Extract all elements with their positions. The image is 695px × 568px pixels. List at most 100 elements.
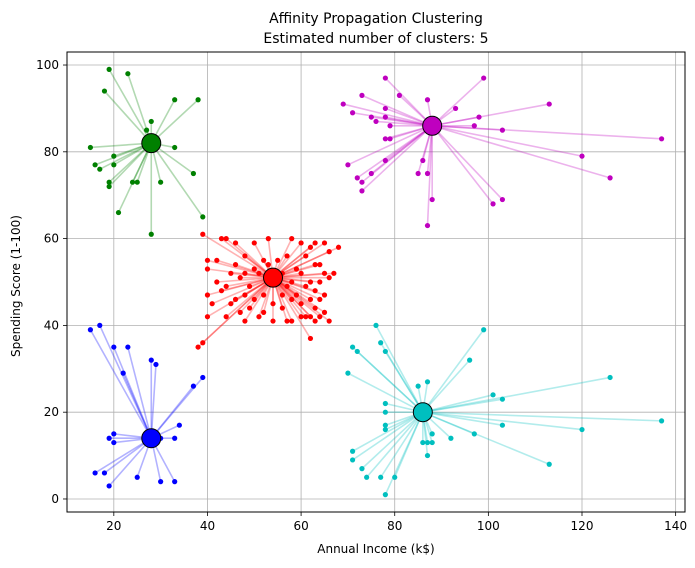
cluster-3-point xyxy=(303,314,309,320)
cluster-5-link xyxy=(393,411,424,478)
cluster-4-point xyxy=(176,422,182,428)
cluster-5-link xyxy=(422,411,550,466)
cluster-3-point xyxy=(303,283,309,289)
cluster-2-point xyxy=(476,114,482,120)
cluster-1-link xyxy=(117,142,152,213)
cluster-5-link xyxy=(422,411,662,422)
cluster-3-point xyxy=(223,283,229,289)
cluster-2-link xyxy=(432,124,503,131)
cluster-2-point xyxy=(387,123,393,129)
cluster-1-point xyxy=(106,183,112,190)
cluster-2-link xyxy=(431,77,485,127)
cluster-3-point xyxy=(265,236,271,242)
cluster-5-point xyxy=(364,474,370,480)
cluster-2-point xyxy=(359,188,365,194)
cluster-3-point xyxy=(312,240,318,246)
cluster-2-link xyxy=(432,124,583,157)
cluster-3-point xyxy=(261,292,267,298)
cluster-5-point xyxy=(415,383,421,389)
cluster-1-point xyxy=(148,118,154,125)
cluster-2-point xyxy=(382,105,388,112)
cluster-3-point xyxy=(228,301,234,307)
cluster-3-point xyxy=(200,340,206,346)
cluster-3-point xyxy=(289,296,295,302)
cluster-5-point xyxy=(481,327,487,333)
cluster-5-link xyxy=(422,376,611,413)
cluster-3-link xyxy=(272,277,330,322)
cluster-2-link xyxy=(431,125,503,201)
cluster-4-point xyxy=(101,470,108,476)
cluster-5-point xyxy=(658,418,665,424)
cluster-4-point xyxy=(111,431,117,437)
y-tick-label: 60 xyxy=(44,232,59,246)
cluster-2-point xyxy=(499,196,506,203)
cluster-1-point xyxy=(129,179,136,185)
x-tick-label: 20 xyxy=(106,519,121,533)
cluster-5-link xyxy=(422,329,485,413)
cluster-5-point xyxy=(378,474,384,480)
y-tick-label: 100 xyxy=(36,58,59,72)
cluster-4-link xyxy=(150,364,157,439)
cluster-2-link xyxy=(343,103,433,127)
cluster-3-link xyxy=(207,276,274,296)
cluster-3-point xyxy=(242,253,248,259)
cluster-1-point xyxy=(92,162,98,168)
cluster-3-point xyxy=(237,309,243,315)
cluster-3-point xyxy=(335,244,342,250)
cluster-5-point xyxy=(382,426,388,433)
y-tick-label: 40 xyxy=(44,318,59,332)
cluster-2-point xyxy=(424,170,431,177)
cluster-3-link xyxy=(211,276,274,305)
cluster-1-point xyxy=(134,179,140,185)
cluster-1-link xyxy=(103,90,152,144)
cluster-2-point xyxy=(658,136,665,142)
cluster-4-link xyxy=(94,437,152,474)
cluster-2-point xyxy=(490,201,496,207)
cluster-2-link xyxy=(347,125,433,166)
axis-ticks: 20 40 60 80 100 120 140 0 20 40 60 80 100 xyxy=(36,58,687,533)
cluster-5-point xyxy=(467,357,473,363)
cluster-3-point xyxy=(326,318,332,324)
cluster-2-link xyxy=(432,103,550,127)
cluster-2-point xyxy=(471,123,477,129)
x-axis-label: Annual Income (k$) xyxy=(317,542,434,556)
cluster-1-point xyxy=(195,97,201,103)
cluster-3-point xyxy=(204,257,211,263)
cluster-2-point xyxy=(382,114,388,120)
cluster-3-link xyxy=(207,259,274,279)
cluster-3-link xyxy=(225,277,274,318)
chart-subtitle: Estimated number of clusters: 5 xyxy=(263,31,488,47)
cluster-4-center xyxy=(141,428,162,449)
cluster-3-point xyxy=(261,257,267,263)
y-axis-label: Spending Score (1-100) xyxy=(9,215,23,357)
cluster-5-link xyxy=(422,394,494,413)
cluster-3-point xyxy=(307,279,314,285)
cluster-2-link xyxy=(371,116,433,127)
cluster-3-point xyxy=(232,296,239,302)
cluster-1-link xyxy=(150,142,204,218)
cluster-5-link xyxy=(422,411,583,431)
cluster-2-link xyxy=(431,125,611,179)
cluster-3-point xyxy=(284,283,290,289)
cluster-2-point xyxy=(354,175,360,181)
cluster-3-point xyxy=(237,275,243,281)
cluster-3-point xyxy=(312,262,318,268)
cluster-3-point xyxy=(317,279,323,285)
cluster-5-point xyxy=(448,435,454,441)
cluster-5-link xyxy=(366,411,424,478)
cluster-3-point xyxy=(232,262,239,268)
cluster-4-link xyxy=(122,372,153,439)
cluster-5-point xyxy=(546,461,552,467)
cluster-3-point xyxy=(204,292,211,298)
cluster-3-point xyxy=(256,314,262,320)
cluster-5-point xyxy=(424,452,431,459)
chart-title: Affinity Propagation Clustering xyxy=(269,11,483,27)
cluster-4-point xyxy=(106,483,112,489)
cluster-1-point xyxy=(106,66,112,72)
cluster-4-point xyxy=(87,327,94,333)
cluster-1-point xyxy=(125,71,131,77)
cluster-2-point xyxy=(424,222,431,229)
cluster-4-point xyxy=(148,357,154,363)
cluster-2-link xyxy=(361,94,433,127)
cluster-4-point xyxy=(134,474,140,480)
